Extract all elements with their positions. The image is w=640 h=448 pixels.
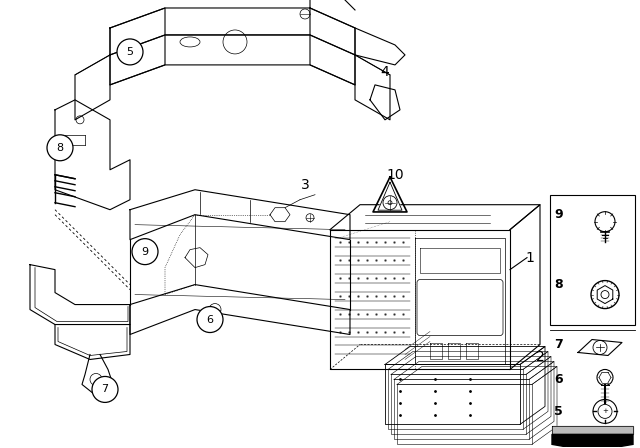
Bar (550, 195, 635, 324)
Bar (552, 426, 633, 435)
Polygon shape (552, 435, 633, 448)
Text: 2: 2 (536, 350, 545, 365)
Polygon shape (378, 182, 402, 210)
Circle shape (197, 306, 223, 332)
Text: 10: 10 (386, 168, 404, 182)
Text: 3: 3 (301, 178, 309, 192)
Text: 5: 5 (127, 47, 134, 57)
Text: 4: 4 (381, 65, 389, 79)
Text: 7: 7 (101, 384, 109, 394)
Circle shape (132, 239, 158, 265)
Text: 8: 8 (554, 278, 563, 291)
Text: 6: 6 (207, 314, 214, 324)
Text: 5: 5 (554, 405, 563, 418)
Circle shape (47, 135, 73, 161)
Text: 7: 7 (554, 338, 563, 351)
Text: 1: 1 (525, 250, 534, 265)
Circle shape (92, 376, 118, 402)
Text: 8: 8 (56, 143, 63, 153)
Text: 6: 6 (554, 373, 563, 386)
Text: 00153889: 00153889 (573, 438, 612, 447)
Text: 9: 9 (554, 208, 563, 221)
Circle shape (117, 39, 143, 65)
Text: +: + (602, 409, 608, 414)
Text: 9: 9 (141, 247, 148, 257)
